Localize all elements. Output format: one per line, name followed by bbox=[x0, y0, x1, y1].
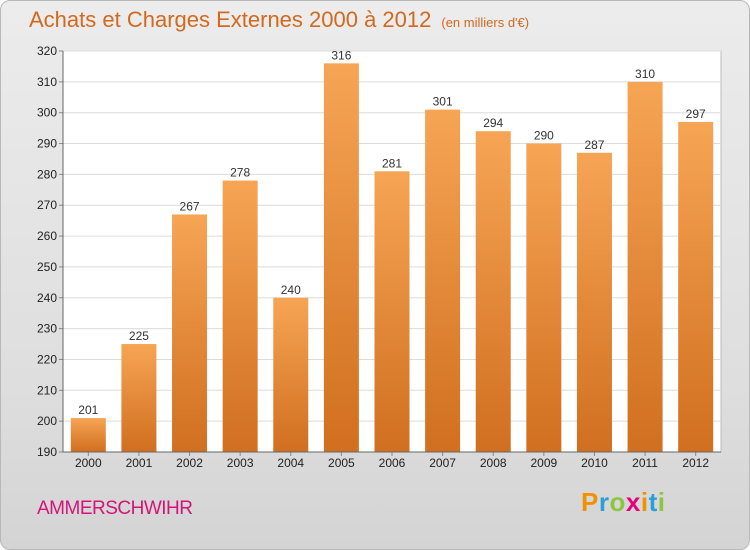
y-tick-label: 280 bbox=[37, 167, 57, 181]
data-label: 290 bbox=[534, 129, 554, 143]
logo-letter: i bbox=[640, 487, 649, 517]
y-tick-label: 300 bbox=[37, 106, 57, 120]
data-label: 310 bbox=[635, 67, 655, 81]
logo-letter: o bbox=[609, 487, 626, 517]
x-tick-label: 2006 bbox=[379, 456, 406, 470]
data-label: 281 bbox=[382, 156, 402, 170]
x-tick-label: 2003 bbox=[227, 456, 254, 470]
y-tick-label: 220 bbox=[37, 352, 57, 366]
bar bbox=[576, 152, 612, 453]
data-label: 225 bbox=[129, 329, 149, 343]
chart-title-text: Achats et Charges Externes 2000 à 2012 bbox=[29, 7, 432, 32]
y-tick-label: 270 bbox=[37, 198, 57, 212]
bar bbox=[323, 63, 359, 452]
x-tick-label: 2011 bbox=[632, 456, 658, 470]
bar bbox=[627, 81, 663, 452]
x-tick-label: 2001 bbox=[126, 456, 153, 470]
x-tick-label: 2007 bbox=[429, 456, 456, 470]
commune-name: AMMERSCHWIHR bbox=[37, 498, 193, 519]
data-label: 267 bbox=[180, 199, 200, 213]
bar bbox=[526, 143, 562, 453]
logo-letter: x bbox=[625, 487, 641, 517]
data-label: 287 bbox=[584, 138, 604, 152]
unit-note: (en milliers d'€) bbox=[441, 15, 530, 30]
bar bbox=[425, 109, 461, 452]
y-tick-label: 240 bbox=[37, 291, 57, 305]
x-tick-label: 2010 bbox=[581, 456, 608, 470]
x-tick-label: 2005 bbox=[328, 456, 355, 470]
logo-letter: r bbox=[598, 487, 610, 517]
data-label: 294 bbox=[483, 116, 503, 130]
x-tick-label: 2012 bbox=[682, 456, 709, 470]
bar bbox=[222, 180, 258, 453]
logo-letter: t bbox=[648, 487, 658, 517]
x-tick-label: 2009 bbox=[530, 456, 557, 470]
bar bbox=[70, 418, 106, 452]
data-label: 201 bbox=[78, 403, 98, 417]
y-tick-label: 250 bbox=[37, 260, 57, 274]
y-tick-label: 260 bbox=[37, 229, 57, 243]
data-label: 301 bbox=[433, 95, 453, 109]
y-tick-label: 210 bbox=[37, 383, 57, 397]
bar bbox=[678, 121, 714, 452]
y-tick-label: 230 bbox=[37, 322, 57, 336]
y-tick-label: 310 bbox=[37, 75, 57, 89]
data-label: 240 bbox=[281, 283, 301, 297]
chart-title: Achats et Charges Externes 2000 à 2012 (e… bbox=[29, 7, 529, 33]
bar bbox=[374, 171, 410, 453]
bar bbox=[121, 344, 157, 452]
y-tick-label: 200 bbox=[37, 414, 57, 428]
data-label: 297 bbox=[686, 107, 706, 121]
y-tick-label: 320 bbox=[37, 44, 57, 58]
logo-letter: i bbox=[657, 487, 666, 517]
data-label: 278 bbox=[230, 166, 250, 180]
x-tick-label: 2008 bbox=[480, 456, 507, 470]
logo-letter: P bbox=[581, 487, 599, 517]
x-tick-label: 2002 bbox=[176, 456, 203, 470]
proxiti-logo: Proxiti bbox=[581, 487, 665, 518]
bar bbox=[273, 297, 309, 452]
y-tick-label: 290 bbox=[37, 137, 57, 151]
data-label: 316 bbox=[331, 48, 351, 62]
x-tick-label: 2000 bbox=[75, 456, 102, 470]
x-tick-label: 2004 bbox=[277, 456, 304, 470]
bar bbox=[475, 131, 511, 452]
y-tick-label: 190 bbox=[37, 445, 57, 459]
bar bbox=[172, 214, 208, 452]
